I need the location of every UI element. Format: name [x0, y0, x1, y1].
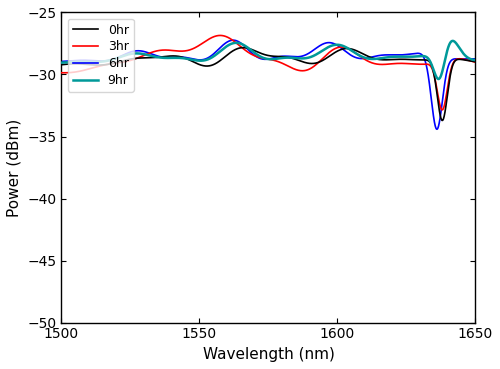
9hr — [260, 55, 266, 60]
6hr — [249, 51, 255, 55]
Line: 6hr: 6hr — [62, 40, 476, 129]
9hr — [58, 61, 64, 65]
3hr — [58, 70, 64, 75]
9hr — [436, 77, 442, 81]
6hr — [460, 57, 466, 61]
9hr — [460, 52, 466, 56]
6hr — [260, 57, 266, 61]
3hr — [217, 33, 223, 38]
6hr — [230, 38, 236, 42]
0hr — [80, 62, 86, 66]
3hr — [460, 57, 466, 62]
6hr — [58, 59, 64, 63]
9hr — [450, 39, 456, 43]
0hr — [440, 118, 446, 123]
9hr — [249, 48, 255, 53]
Line: 0hr: 0hr — [62, 48, 476, 121]
3hr — [472, 60, 478, 65]
Y-axis label: Power (dBm): Power (dBm) — [7, 118, 22, 217]
0hr — [249, 47, 255, 52]
6hr — [80, 58, 86, 62]
6hr — [461, 57, 467, 61]
0hr — [384, 58, 390, 62]
X-axis label: Wavelength (nm): Wavelength (nm) — [202, 347, 334, 362]
Line: 3hr: 3hr — [62, 35, 476, 110]
0hr — [260, 52, 266, 56]
3hr — [249, 52, 255, 57]
9hr — [384, 55, 390, 59]
3hr — [439, 108, 445, 112]
9hr — [461, 52, 467, 56]
3hr — [260, 56, 266, 61]
9hr — [472, 58, 478, 62]
Line: 9hr: 9hr — [62, 41, 476, 79]
6hr — [472, 57, 478, 61]
6hr — [384, 53, 390, 57]
0hr — [240, 45, 246, 50]
0hr — [461, 58, 467, 62]
3hr — [461, 57, 467, 62]
Legend: 0hr, 3hr, 6hr, 9hr: 0hr, 3hr, 6hr, 9hr — [68, 19, 134, 92]
9hr — [80, 59, 86, 64]
0hr — [460, 58, 466, 62]
0hr — [58, 62, 64, 67]
0hr — [472, 59, 478, 64]
6hr — [434, 127, 440, 131]
3hr — [80, 68, 86, 73]
3hr — [384, 62, 390, 66]
